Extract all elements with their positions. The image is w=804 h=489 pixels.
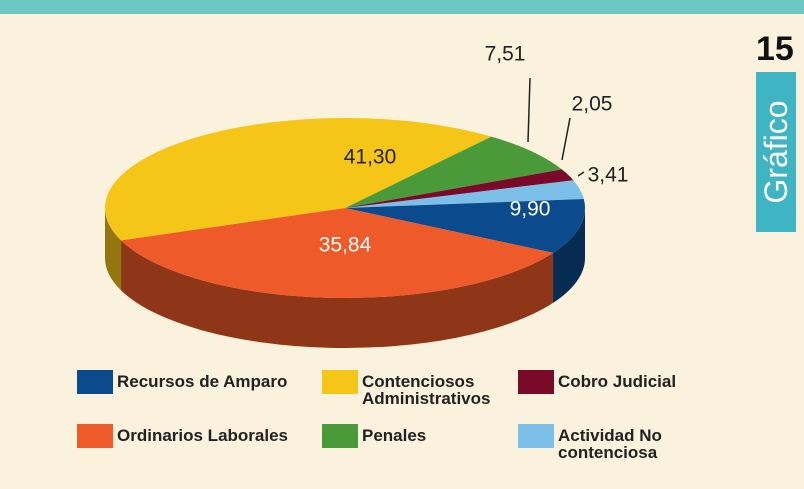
legend-swatch (77, 370, 113, 394)
slice (345, 180, 584, 208)
data-label: 9,90 (510, 198, 551, 221)
legend-swatch (518, 370, 554, 394)
slice (121, 208, 554, 299)
badge-number: 15 (756, 30, 794, 68)
data-label: 2,05 (572, 93, 613, 116)
data-label: 41,30 (344, 146, 397, 169)
legend-swatch (77, 424, 113, 448)
slice (105, 118, 492, 241)
slice (345, 199, 585, 253)
slice-side (105, 208, 122, 291)
leader-line (561, 117, 571, 161)
legend-swatch (322, 424, 358, 448)
data-label: 3,41 (588, 164, 629, 187)
slice-side (553, 208, 585, 303)
legend-item: Contenciosos Administrativos (322, 370, 512, 407)
legend-item: Penales (322, 424, 512, 448)
leader-line (577, 171, 585, 177)
legend-label: Penales (362, 426, 427, 445)
legend-label: Recursos de Amparo (117, 372, 288, 391)
legend-item: Ordinarios Laborales (77, 424, 337, 448)
legend-swatch (518, 424, 554, 448)
legend-label: Contenciosos Administrativos (362, 372, 491, 408)
slice (345, 136, 562, 208)
leader-line (527, 77, 531, 143)
data-label: 7,51 (485, 43, 526, 66)
legend-label: Cobro Judicial (558, 372, 677, 391)
badge-label: Gráfico (758, 100, 794, 204)
slice (345, 169, 574, 208)
legend-item: Recursos de Amparo (77, 370, 317, 394)
legend-item: Cobro Judicial (518, 370, 738, 394)
data-label: 35,84 (319, 234, 372, 257)
legend-label: Actividad No contenciosa (558, 426, 662, 462)
top-bar (0, 0, 804, 14)
slice-side (121, 240, 554, 348)
legend-label: Ordinarios Laborales (117, 426, 288, 445)
legend-item: Actividad No contenciosa (518, 424, 670, 461)
legend-swatch (322, 370, 358, 394)
badge-box (756, 72, 796, 232)
